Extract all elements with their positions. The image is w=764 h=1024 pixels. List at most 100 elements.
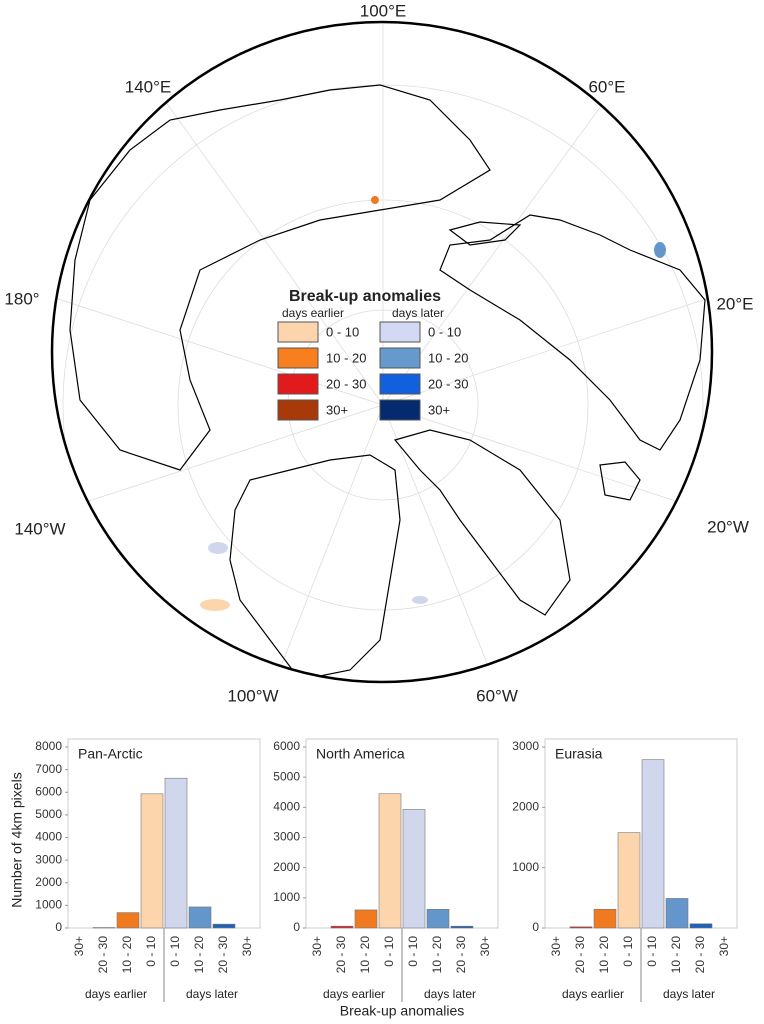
chart-title: Eurasia bbox=[555, 746, 603, 762]
plot-frame bbox=[67, 738, 261, 929]
y-tick-label: 2000 bbox=[273, 860, 300, 874]
x-axis-label: Break-up anomalies bbox=[340, 1003, 465, 1019]
bar bbox=[665, 898, 689, 929]
x-tick-label: 0 - 10 bbox=[621, 936, 635, 967]
y-tick-label: 0 bbox=[55, 920, 62, 934]
x-tick-label: 30+ bbox=[72, 936, 86, 956]
map-legend: Break-up anomalies days earlier days lat… bbox=[277, 288, 468, 421]
chart-title: North America bbox=[316, 746, 405, 762]
longitude-label: 60°W bbox=[476, 686, 518, 705]
y-tick-label: 3000 bbox=[35, 852, 62, 866]
x-tick-label: 30+ bbox=[549, 936, 563, 956]
longitude-label: 100°W bbox=[227, 686, 278, 705]
y-tick-label: 1000 bbox=[273, 890, 300, 904]
x-tick-label: 0 - 10 bbox=[168, 936, 182, 967]
plot-frame bbox=[544, 738, 738, 929]
longitude-label: 60°E bbox=[588, 77, 625, 96]
bar bbox=[164, 777, 188, 929]
legend-swatch bbox=[277, 321, 319, 343]
bar bbox=[116, 912, 140, 929]
y-tick-label: 3000 bbox=[273, 830, 300, 844]
legend-label: 0 - 10 bbox=[428, 324, 461, 339]
bar bbox=[641, 759, 665, 929]
legend-label: 10 - 20 bbox=[428, 350, 468, 365]
legend-swatch bbox=[379, 347, 421, 369]
legend-swatch bbox=[379, 373, 421, 395]
group-label: days later bbox=[424, 987, 476, 1001]
longitude-label: 140°E bbox=[125, 77, 172, 96]
map-border bbox=[50, 20, 714, 684]
bar bbox=[212, 923, 236, 929]
bar bbox=[593, 908, 617, 929]
x-tick-label: 10 - 20 bbox=[358, 936, 372, 974]
legend-label: 30+ bbox=[326, 402, 348, 417]
longitude-label: 140°W bbox=[14, 519, 65, 538]
y-tick-label: 8000 bbox=[35, 739, 62, 753]
group-label: days earlier bbox=[85, 987, 147, 1001]
group-label: days earlier bbox=[562, 987, 624, 1001]
longitude-label: 100°E bbox=[360, 1, 407, 20]
anomaly-patches bbox=[200, 196, 666, 611]
y-tick-label: 6000 bbox=[35, 784, 62, 798]
y-tick-label: 4000 bbox=[35, 830, 62, 844]
longitude-label: 20°E bbox=[716, 294, 753, 313]
bar bbox=[617, 832, 641, 929]
legend-label: 20 - 30 bbox=[326, 376, 366, 391]
x-tick-label: 10 - 20 bbox=[430, 936, 444, 974]
bar bbox=[569, 926, 593, 929]
bar bbox=[140, 793, 164, 929]
x-tick-label: 10 - 20 bbox=[597, 936, 611, 974]
group-label: days earlier bbox=[323, 987, 385, 1001]
bar bbox=[330, 925, 354, 929]
bar bbox=[378, 793, 402, 929]
longitude-label: 20°W bbox=[707, 517, 749, 536]
y-axis-label: Number of 4km pixels bbox=[9, 772, 25, 907]
x-tick-label: 30+ bbox=[717, 936, 731, 956]
group-label: days later bbox=[186, 987, 238, 1001]
map-body bbox=[52, 22, 712, 682]
legend-swatch bbox=[277, 399, 319, 421]
y-tick-label: 3000 bbox=[512, 739, 539, 753]
x-tick-label: 10 - 20 bbox=[192, 936, 206, 974]
bar bbox=[426, 908, 450, 929]
group-label: days later bbox=[663, 987, 715, 1001]
map-labels: 100°E 60°E 20°E 20°W 60°W 100°W 140°W 180° 140°E bbox=[4, 1, 753, 705]
bar bbox=[402, 809, 426, 929]
longitude-label: 180° bbox=[4, 289, 39, 308]
x-tick-label: 20 - 30 bbox=[216, 936, 230, 974]
x-tick-label: 30+ bbox=[310, 936, 324, 956]
legend-label: 30+ bbox=[428, 402, 450, 417]
plot-frame bbox=[305, 738, 499, 929]
legend-group: days earlier bbox=[282, 306, 344, 320]
y-tick-label: 0 bbox=[293, 920, 300, 934]
y-tick-label: 1000 bbox=[35, 898, 62, 912]
x-tick-label: 0 - 10 bbox=[645, 936, 659, 967]
graticule bbox=[52, 22, 712, 682]
x-tick-label: 0 - 10 bbox=[144, 936, 158, 967]
x-tick-label: 20 - 30 bbox=[454, 936, 468, 974]
bar bbox=[354, 909, 378, 929]
bar bbox=[188, 906, 212, 929]
bar bbox=[689, 923, 713, 929]
x-tick-label: 20 - 30 bbox=[96, 936, 110, 974]
y-tick-label: 2000 bbox=[35, 875, 62, 889]
x-tick-label: 0 - 10 bbox=[382, 936, 396, 967]
legend-swatch bbox=[379, 321, 421, 343]
x-tick-label: 20 - 30 bbox=[693, 936, 707, 974]
x-tick-label: 20 - 30 bbox=[334, 936, 348, 974]
legend-label: 20 - 30 bbox=[428, 376, 468, 391]
legend-group: days later bbox=[392, 306, 444, 320]
y-tick-label: 1000 bbox=[512, 860, 539, 874]
legend-label: 10 - 20 bbox=[326, 350, 366, 365]
y-tick-label: 6000 bbox=[273, 739, 300, 753]
legend-title: Break-up anomalies bbox=[289, 288, 441, 305]
x-tick-label: 0 - 10 bbox=[406, 936, 420, 967]
y-tick-label: 4000 bbox=[273, 800, 300, 814]
legend-swatch bbox=[277, 373, 319, 395]
x-tick-label: 30+ bbox=[478, 936, 492, 956]
x-tick-label: 10 - 20 bbox=[120, 936, 134, 974]
x-tick-label: 10 - 20 bbox=[669, 936, 683, 974]
x-tick-label: 20 - 30 bbox=[573, 936, 587, 974]
legend-label: 0 - 10 bbox=[326, 324, 359, 339]
